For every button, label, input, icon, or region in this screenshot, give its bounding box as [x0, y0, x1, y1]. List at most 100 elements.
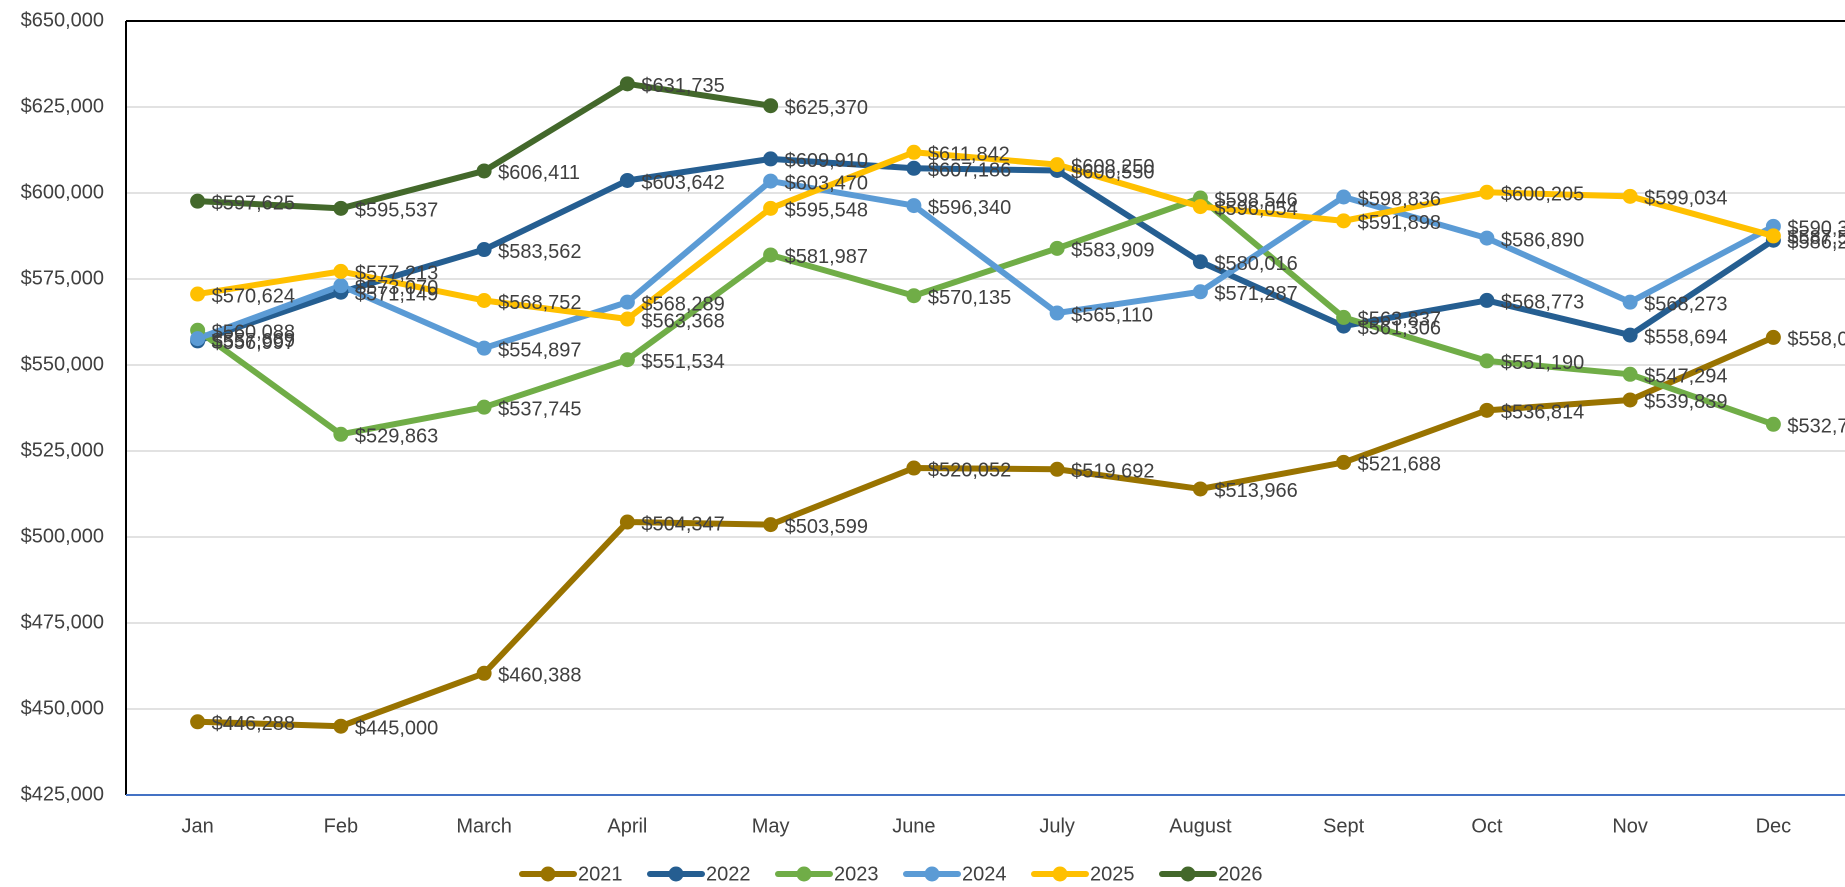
data-label: $519,692	[1071, 461, 1154, 483]
marker	[1622, 294, 1638, 310]
data-label: $586,269	[1787, 232, 1845, 254]
x-tick-label: June	[892, 815, 935, 837]
data-label: $583,909	[1071, 240, 1154, 262]
marker	[476, 665, 492, 681]
legend-marker	[668, 866, 684, 882]
marker	[1192, 481, 1208, 497]
marker	[1479, 402, 1495, 418]
marker	[1765, 329, 1781, 345]
data-label: $591,898	[1358, 212, 1441, 234]
data-label: $607,186	[928, 160, 1011, 182]
x-tick-label: Nov	[1612, 815, 1648, 837]
marker	[906, 460, 922, 476]
y-tick-label: $650,000	[21, 9, 104, 31]
marker	[619, 311, 635, 327]
marker	[190, 193, 206, 209]
legend-label: 2022	[706, 863, 751, 885]
marker	[619, 514, 635, 530]
y-tick-label: $550,000	[21, 353, 104, 375]
marker	[1192, 254, 1208, 270]
data-label: $595,537	[355, 200, 438, 222]
data-label: $597,625	[212, 192, 295, 214]
marker	[476, 340, 492, 356]
data-label: $586,890	[1501, 229, 1584, 251]
data-label: $558,016	[1787, 329, 1845, 351]
y-tick-label: $500,000	[21, 525, 104, 547]
data-label: $606,411	[498, 162, 580, 184]
data-label: $603,642	[641, 172, 724, 194]
data-label: $609,910	[785, 150, 868, 172]
marker	[333, 278, 349, 294]
marker	[1622, 188, 1638, 204]
y-tick-label: $600,000	[21, 181, 104, 203]
marker	[1479, 184, 1495, 200]
marker	[619, 294, 635, 310]
x-tick-label: Jan	[182, 815, 214, 837]
marker	[1479, 230, 1495, 246]
marker	[763, 247, 779, 263]
marker	[906, 198, 922, 214]
marker	[1049, 157, 1065, 173]
data-label: $580,016	[1214, 253, 1297, 275]
legend-marker	[1180, 866, 1196, 882]
x-tick-label: Dec	[1756, 815, 1792, 837]
legend-label: 2021	[578, 863, 623, 885]
marker	[1622, 392, 1638, 408]
marker	[906, 288, 922, 304]
marker	[333, 263, 349, 279]
data-label: $596,340	[928, 197, 1011, 219]
legend-marker	[796, 866, 812, 882]
x-tick-label: Sept	[1323, 815, 1365, 837]
data-label: $568,289	[641, 293, 724, 315]
data-label: $557,669	[212, 330, 295, 352]
data-label: $563,368	[641, 310, 724, 332]
legend-label: 2026	[1218, 863, 1263, 885]
marker	[1049, 305, 1065, 321]
marker	[1192, 199, 1208, 215]
marker	[906, 160, 922, 176]
data-label: $539,839	[1644, 391, 1727, 413]
data-label: $504,347	[641, 513, 724, 535]
y-tick-label: $575,000	[21, 267, 104, 289]
data-label: $570,624	[212, 285, 295, 307]
x-tick-label: August	[1169, 815, 1232, 837]
marker	[1622, 327, 1638, 343]
data-label: $590,305	[1787, 218, 1845, 240]
lines	[194, 80, 1777, 730]
data-label: $529,863	[355, 426, 438, 448]
data-label: $600,205	[1501, 184, 1584, 206]
marker	[333, 200, 349, 216]
data-label: $598,836	[1358, 188, 1441, 210]
data-label: $554,897	[498, 339, 581, 361]
marker	[763, 517, 779, 533]
marker	[906, 144, 922, 160]
data-label: $587,520	[1787, 227, 1845, 249]
data-label: $571,287	[1214, 283, 1297, 305]
data-label: $560,088	[212, 322, 295, 344]
data-label: $460,388	[498, 665, 581, 687]
marker	[1479, 292, 1495, 308]
data-label: $561,306	[1358, 317, 1441, 339]
markers	[190, 76, 1781, 734]
marker	[763, 200, 779, 216]
data-labels: $446,288 $445,000 $460,388 $504,347 $503,599…	[212, 75, 1845, 739]
data-label: $445,000	[355, 717, 438, 739]
data-label: $446,288	[212, 713, 295, 735]
legend-label: 2025	[1090, 863, 1135, 885]
marker	[1336, 213, 1352, 229]
marker	[476, 242, 492, 258]
data-label: $606,550	[1071, 162, 1154, 184]
data-label: $537,745	[498, 398, 581, 420]
legend: 2021 2022 2023 2024 2025 2026	[519, 863, 1263, 885]
legend-marker	[924, 866, 940, 882]
data-label: $596,054	[1214, 198, 1297, 220]
data-label: $551,190	[1501, 352, 1584, 374]
marker	[1622, 366, 1638, 382]
y-tick-label: $450,000	[21, 697, 104, 719]
marker	[190, 331, 206, 347]
data-label: $563,837	[1358, 309, 1441, 331]
data-label: $568,752	[498, 292, 581, 314]
marker	[619, 76, 635, 92]
data-label: $503,599	[785, 516, 868, 538]
